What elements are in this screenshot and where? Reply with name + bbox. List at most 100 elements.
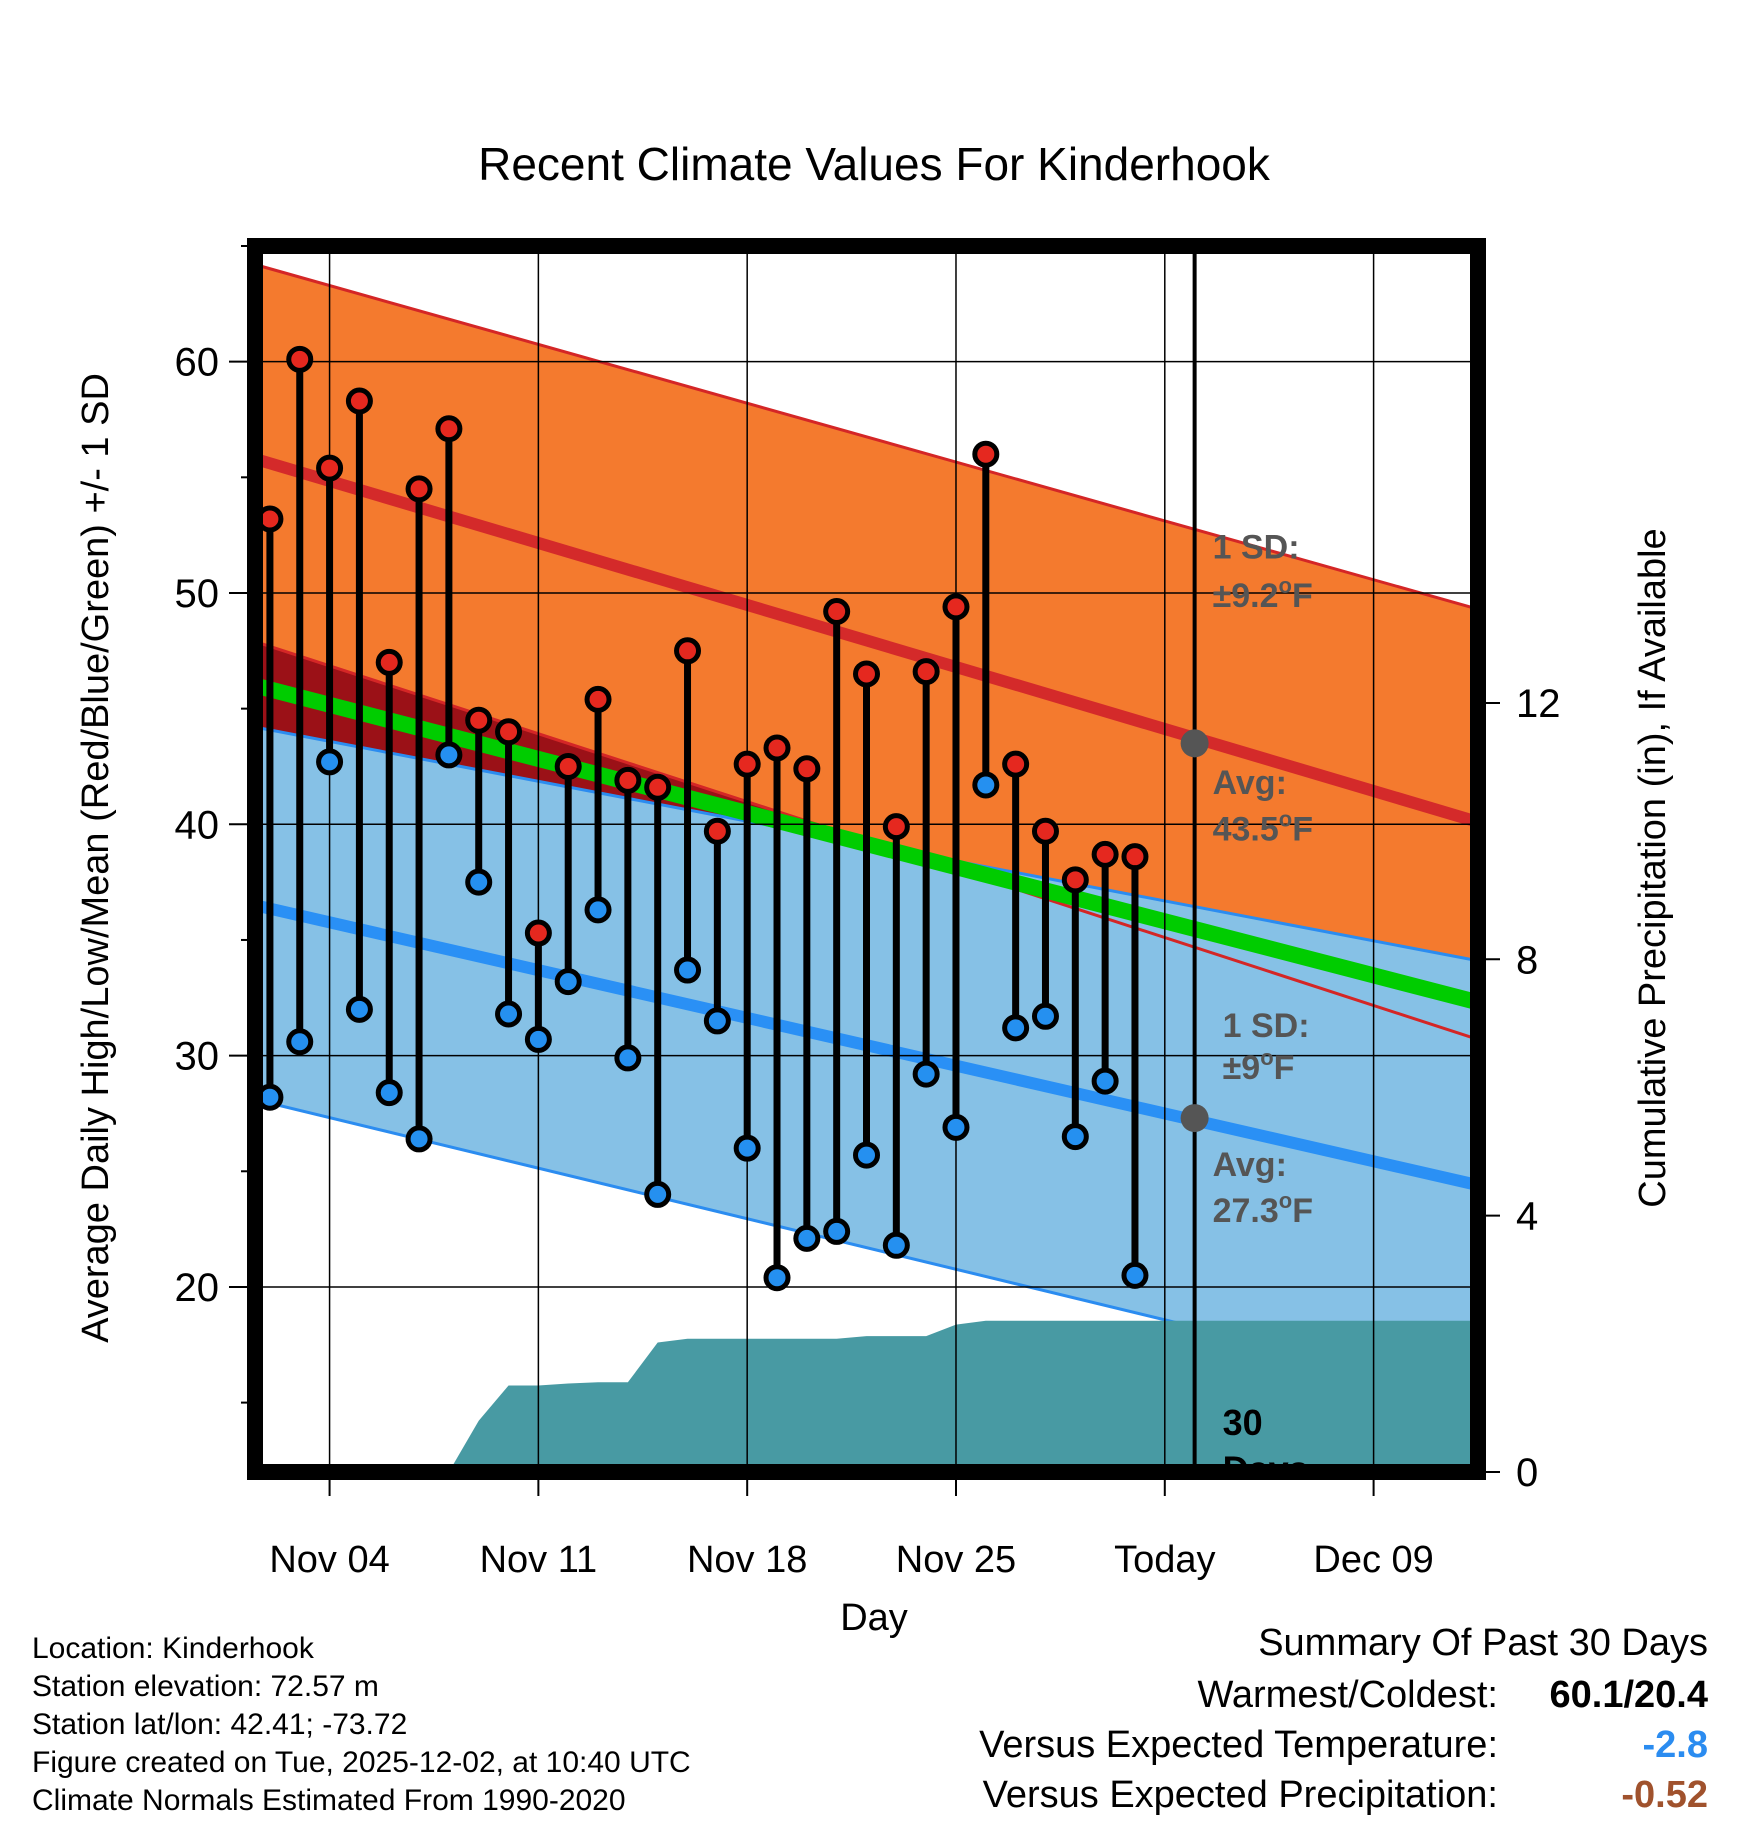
daily-low-point	[495, 1000, 523, 1028]
daily-high-point	[584, 685, 612, 713]
daily-high-point	[495, 718, 523, 746]
daily-low-point	[912, 1060, 940, 1088]
low-sd-value-number: ±9	[1223, 1049, 1261, 1087]
daily-high-point	[882, 813, 910, 841]
y2-axis-label: Cumulative Precipitation (in), If Availa…	[1632, 528, 1674, 1207]
daily-low-point	[584, 896, 612, 924]
daily-high-point	[793, 755, 821, 783]
x-tick-label: Dec 09	[1313, 1539, 1433, 1581]
y2-tick-label: 12	[1516, 682, 1561, 726]
daily-high-point	[345, 387, 373, 415]
x-tick-label: Nov 25	[896, 1539, 1016, 1581]
low-sd-value-unit: F	[1274, 1049, 1295, 1087]
footer-latlon: Station lat/lon: 42.41; -73.72	[32, 1708, 408, 1741]
summary-warmest-label: Warmest/Coldest:	[1197, 1674, 1498, 1716]
days-count-label: 30	[1223, 1402, 1263, 1443]
daily-high-point	[674, 637, 702, 665]
high-avg-value-unit: F	[1292, 810, 1313, 848]
daily-high-point	[1031, 817, 1059, 845]
low-avg-value-unit: F	[1292, 1192, 1313, 1230]
daily-high-point	[644, 773, 672, 801]
summary-precip-row: Versus Expected Precipitation: -0.52	[983, 1774, 1708, 1817]
daily-high-point	[316, 454, 344, 482]
daily-low-point	[644, 1180, 672, 1208]
x-tick-label: Nov 18	[687, 1539, 807, 1581]
daily-high-point	[733, 750, 761, 778]
daily-low-point	[942, 1113, 970, 1141]
daily-low-point	[733, 1134, 761, 1162]
daily-low-point	[1002, 1014, 1030, 1042]
low-avg-value-degree: o	[1279, 1188, 1292, 1213]
daily-low-point	[1061, 1123, 1089, 1151]
high-sd-value: ±9.2oF	[1213, 573, 1313, 615]
daily-high-point	[853, 660, 880, 688]
daily-low-point	[1091, 1067, 1119, 1095]
daily-low-point	[823, 1217, 851, 1245]
daily-low-point	[763, 1264, 791, 1292]
y2-tick-label: 0	[1516, 1451, 1538, 1495]
daily-low-point	[286, 1028, 314, 1056]
daily-high-point	[524, 919, 552, 947]
x-tick-label: Today	[1114, 1539, 1215, 1581]
daily-low-point	[345, 995, 373, 1023]
high-sd-value-number: ±9.2	[1213, 577, 1279, 615]
daily-high-point	[703, 817, 731, 845]
daily-low-point	[375, 1079, 403, 1107]
y2-tick-label: 4	[1516, 1195, 1538, 1239]
daily-low-point	[882, 1231, 910, 1259]
daily-low-point	[1121, 1261, 1149, 1289]
daily-high-point	[435, 415, 463, 443]
high-sd-band	[255, 264, 1478, 1040]
daily-low-point	[524, 1025, 552, 1053]
daily-low-point	[674, 956, 702, 984]
low-avg-label: Avg:	[1213, 1146, 1287, 1184]
summary-title: Summary Of Past 30 Days	[1258, 1622, 1708, 1664]
high-avg-value-degree: o	[1279, 806, 1292, 831]
high-avg-value: 43.5oF	[1213, 806, 1313, 848]
high-avg-value-number: 43.5	[1213, 810, 1279, 848]
low-sd-value-degree: o	[1260, 1045, 1273, 1070]
footer-created: Figure created on Tue, 2025-12-02, at 10…	[32, 1746, 691, 1779]
y-tick-label: 60	[175, 341, 220, 385]
daily-high-point	[1061, 866, 1089, 894]
daily-low-point	[853, 1141, 880, 1169]
daily-low-point	[405, 1125, 433, 1153]
daily-low-point	[614, 1044, 642, 1072]
y-tick-label: 20	[175, 1266, 220, 1310]
precip-area	[448, 1320, 1478, 1472]
y2-tick-label: 8	[1516, 938, 1538, 982]
plot-frame	[247, 238, 1486, 1480]
x-tick-label: Nov 11	[480, 1539, 598, 1581]
high-sd-value-unit: F	[1292, 577, 1313, 615]
low-avg-value: 27.3oF	[1213, 1188, 1313, 1230]
x-tick-label: Nov 04	[269, 1539, 389, 1581]
daily-high-point	[286, 345, 314, 373]
y-tick-label: 30	[175, 1035, 220, 1079]
summary-precip-value: -0.52	[1621, 1774, 1708, 1816]
low-avg-value-number: 27.3	[1213, 1192, 1279, 1230]
summary-precip-label: Versus Expected Precipitation:	[982, 1774, 1498, 1816]
footer-elevation: Station elevation: 72.57 m	[32, 1670, 379, 1703]
y-axis-label: Average Daily High/Low/Mean (Red/Blue/Gr…	[75, 373, 117, 1343]
daily-high-point	[405, 475, 433, 503]
daily-high-point	[1121, 843, 1149, 871]
high-sd-value-degree: o	[1279, 573, 1292, 598]
daily-low-point	[793, 1224, 821, 1252]
low-sd-label: 1 SD:	[1223, 1007, 1310, 1045]
low-avg-today-dot	[1180, 1104, 1209, 1133]
x-axis-label: Day	[840, 1597, 908, 1639]
daily-high-point	[614, 766, 642, 794]
daily-high-point	[1091, 840, 1119, 868]
daily-low-point	[1031, 1002, 1059, 1030]
daily-high-point	[465, 706, 493, 734]
daily-high-point	[972, 440, 1000, 468]
daily-low-point	[465, 868, 493, 896]
daily-low-point	[703, 1007, 731, 1035]
high-upper-edge	[255, 263, 1478, 611]
daily-low-point	[972, 771, 1000, 799]
high-sd-label: 1 SD:	[1213, 528, 1300, 566]
daily-high-point	[554, 752, 582, 780]
daily-low-point	[554, 968, 582, 996]
